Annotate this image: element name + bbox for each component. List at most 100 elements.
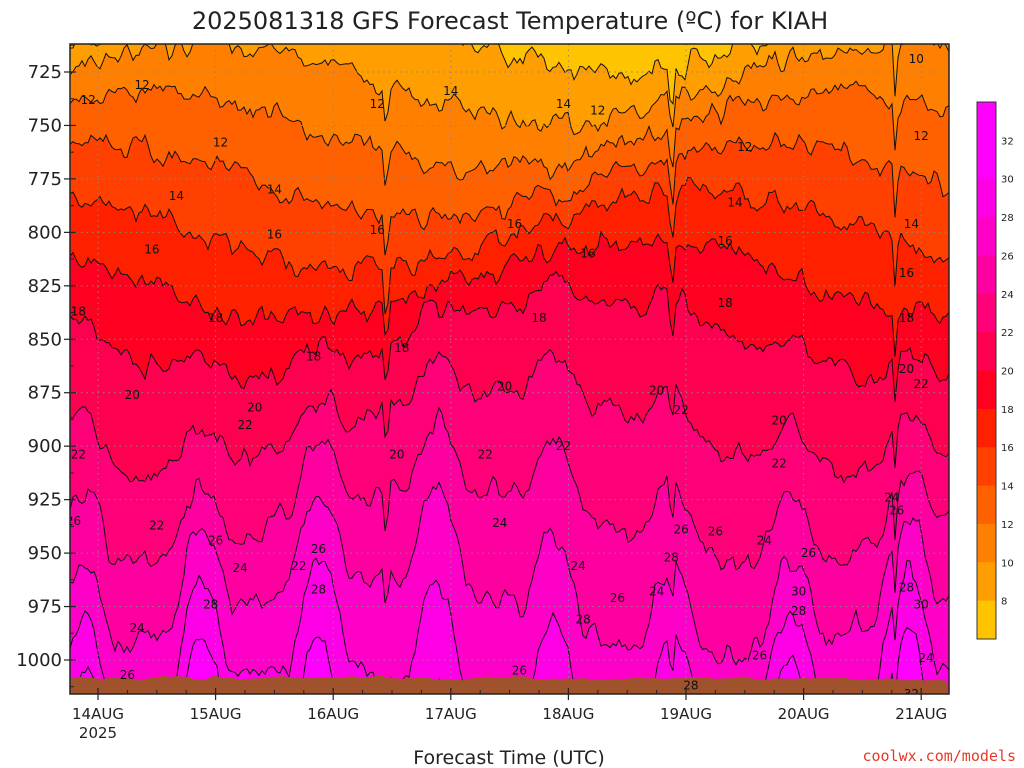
contour-label: 18 [899,311,914,325]
x-tick-label: 17AUG [425,705,477,723]
isotherm-26 [70,406,949,571]
y-tick-label: 925 [28,490,62,511]
contour-label: 18 [718,296,733,310]
colorbar-tick-label: 20 [1001,367,1014,378]
y-tick-label: 775 [28,169,62,190]
x-tick-label: 18AUG [542,705,594,723]
x-tick-label: 15AUG [190,705,242,723]
contour-label: 22 [477,448,492,462]
contour-label: 18 [71,305,86,319]
contour-label: 26 [120,668,135,682]
contour-label: 22 [291,559,306,573]
contour-label: 32 [904,687,919,701]
contour-label: 22 [914,377,929,391]
contour-label: 24 [918,651,933,665]
contour-label: 14 [169,189,184,203]
grid-lines [70,44,949,694]
y-tick-label: 850 [28,329,62,350]
colorbar-swatch [977,447,996,487]
contour-label: 22 [71,448,86,462]
contour-label: 24 [757,533,772,547]
contour-label: 22 [771,456,786,470]
year-label: 2025 [79,724,117,742]
contour-label: 24 [884,491,899,505]
contour-label: 14 [267,183,282,197]
colorbar-swatch [977,332,996,371]
contour-label: 12 [914,129,929,143]
contour-label: 16 [899,266,914,280]
contour-label: 28 [845,724,860,738]
contour-label: 24 [649,585,664,599]
isotherm-24 [70,348,949,484]
y-tick-label: 975 [28,597,62,618]
colorbar: 8 10 12 14 16 18 20 22 24 26 28 30 32 [976,101,1014,640]
contour-label: 16 [370,223,385,237]
isotherm-20 [70,230,949,357]
colorbar-tick-label: 26 [1001,251,1014,262]
colorbar-swatch [977,178,996,218]
contour-label: 10 [909,52,924,66]
x-tick-label: 21AUG [895,705,947,723]
contour-label: 20 [389,448,404,462]
contour-label: 28 [899,580,914,594]
colorbar-tick-label: 10 [1001,558,1014,569]
contour-label: 20 [497,379,512,393]
isotherm-10 [70,44,769,106]
isotherm-12 [70,44,949,136]
contour-label: 18 [531,311,546,325]
colorbar-tick-label: 16 [1001,443,1014,454]
contour-label: 28 [575,612,590,626]
colorbar-tick-label: 24 [1001,290,1014,301]
isotherm-22 [70,270,949,403]
isotherm-30 [70,557,949,694]
contour-label: 28 [664,550,679,564]
x-axis-label: Forecast Time (UTC) [413,747,604,768]
contour-label: 20 [899,362,914,376]
temperature-bands [70,44,949,694]
contour-label: 30 [791,585,806,599]
contour-label: 24 [232,561,247,575]
isotherm-28 [70,481,949,666]
isotherm-14 [70,80,949,186]
contour-label: 20 [771,414,786,428]
colorbar-swatch [977,600,996,640]
contour-label: 18 [306,349,321,363]
y-tick-label: 725 [28,62,62,83]
contour-label: 28 [683,679,698,693]
chart-title: 2025081318 GFS Forecast Temperature (ºC)… [192,7,828,35]
contour-label: 26 [708,525,723,539]
colorbar-tick-label: 32 [1001,136,1014,147]
y-axis: 725 750 775 800 825 850 875 900 925 950 975 1000 [16,44,76,688]
y-tick-label: 825 [28,276,62,297]
contour-label: 24 [571,559,586,573]
contour-label: 12 [81,93,96,107]
y-tick-label: 1000 [16,650,62,671]
y-tick-label: 750 [28,115,62,136]
y-tick-label: 875 [28,383,62,404]
credit-text: coolwx.com/models [862,747,1016,765]
contour-label: 16 [507,217,522,231]
colorbar-swatch [977,562,996,602]
x-tick-label: 16AUG [307,705,359,723]
colorbar-swatch [977,408,996,448]
x-tick-label: 20AUG [778,705,830,723]
contour-labels: 12 12 12 12 12 12 10 12 14 14 14 14 14 14 16 16 16 16 16 16… [70,52,934,738]
contour-label: 26 [311,542,326,556]
contour-label: 12 [370,97,385,111]
contour-label: 14 [727,195,742,209]
contour-label: 26 [512,664,527,678]
x-tick-label: 14AUG [72,705,124,723]
colorbar-swatch [977,293,996,333]
colorbar-tick-label: 12 [1001,520,1014,531]
contour-label: 12 [590,104,605,118]
colorbar-swatch [977,370,996,410]
colorbar-swatch [977,485,996,525]
contour-label: 22 [149,518,164,532]
y-tick-label: 800 [28,222,62,243]
contour-label: 28 [311,582,326,596]
contour-label: 26 [801,546,816,560]
contour-label: 20 [125,388,140,402]
colorbar-swatch [977,217,996,256]
contour-label: 28 [203,597,218,611]
